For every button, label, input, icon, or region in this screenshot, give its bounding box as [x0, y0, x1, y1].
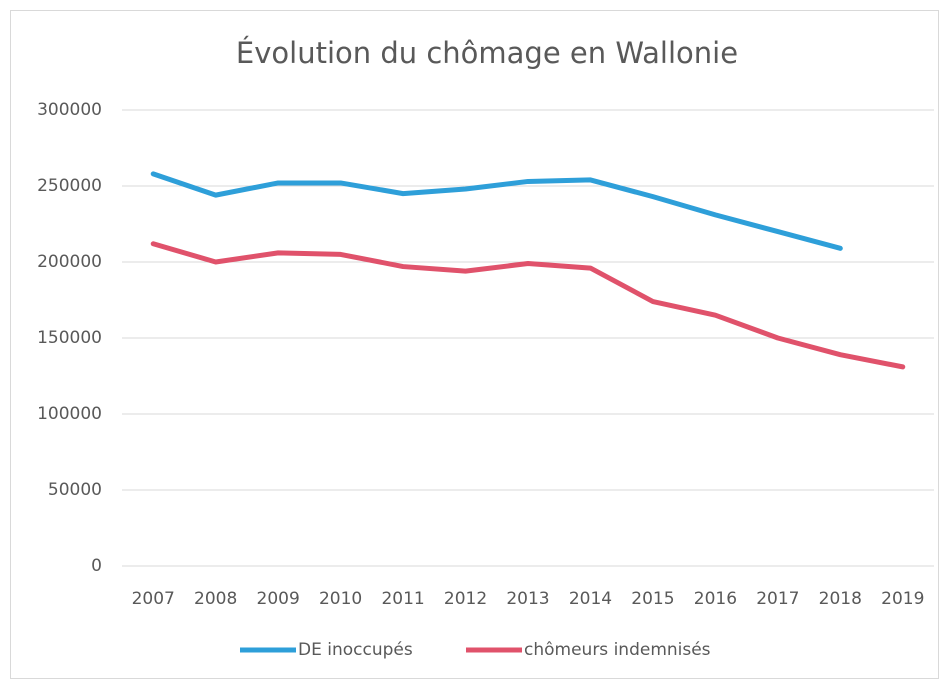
legend-label: chômeurs indemnisés [524, 640, 711, 660]
x-tick-label: 2009 [257, 589, 300, 609]
x-tick-label: 2018 [819, 589, 862, 609]
y-tick-label: 0 [91, 556, 102, 576]
series-line [150, 171, 843, 251]
y-tick-label: 250000 [37, 176, 102, 196]
y-tick-label: 100000 [37, 404, 102, 424]
chart-frame [10, 10, 939, 679]
y-tick-label: 200000 [37, 252, 102, 272]
series-line [150, 241, 906, 370]
y-tick-label: 300000 [37, 100, 102, 120]
x-tick-label: 2017 [756, 589, 799, 609]
y-tick-label: 50000 [48, 480, 102, 500]
x-tick-label: 2019 [881, 589, 924, 609]
legend-label: DE inoccupés [298, 640, 413, 660]
x-tick-label: 2012 [444, 589, 487, 609]
x-tick-label: 2011 [381, 589, 424, 609]
x-tick-label: 2014 [569, 589, 612, 609]
x-tick-label: 2016 [694, 589, 737, 609]
chart-title: Évolution du chômage en Wallonie [236, 36, 738, 70]
x-tick-label: 2013 [506, 589, 549, 609]
x-tick-label: 2015 [631, 589, 674, 609]
x-tick-label: 2008 [194, 589, 237, 609]
x-tick-label: 2010 [319, 589, 362, 609]
y-tick-label: 150000 [37, 328, 102, 348]
x-tick-label: 2007 [132, 589, 175, 609]
